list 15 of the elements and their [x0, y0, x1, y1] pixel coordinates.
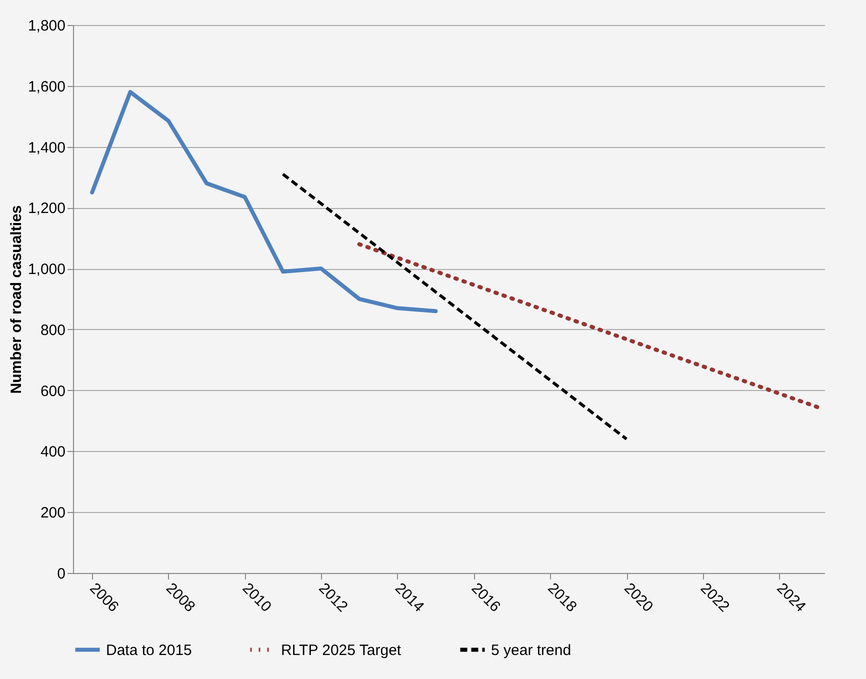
line-series [90, 90, 438, 314]
y-tick-label: 1,400 [28, 139, 66, 156]
y-tick-label: 800 [40, 322, 66, 339]
legend-label: 5 year trend [491, 642, 572, 659]
legend-label: Data to 2015 [106, 642, 192, 659]
y-tick-label: 400 [40, 444, 66, 461]
y-tick-label: 1,200 [28, 200, 66, 218]
y-tick-label: 1,600 [28, 78, 66, 96]
y-tick-label: 200 [40, 504, 66, 522]
legend-label: RLTP 2025 Target [281, 642, 402, 659]
y-tick-label: 1,800 [28, 18, 66, 34]
y-tick-label: 0 [57, 566, 66, 582]
y-tick-label: 1,000 [28, 261, 66, 278]
y-axis-title: Number of road casualties [8, 205, 25, 394]
y-tick-label: 600 [40, 382, 66, 400]
